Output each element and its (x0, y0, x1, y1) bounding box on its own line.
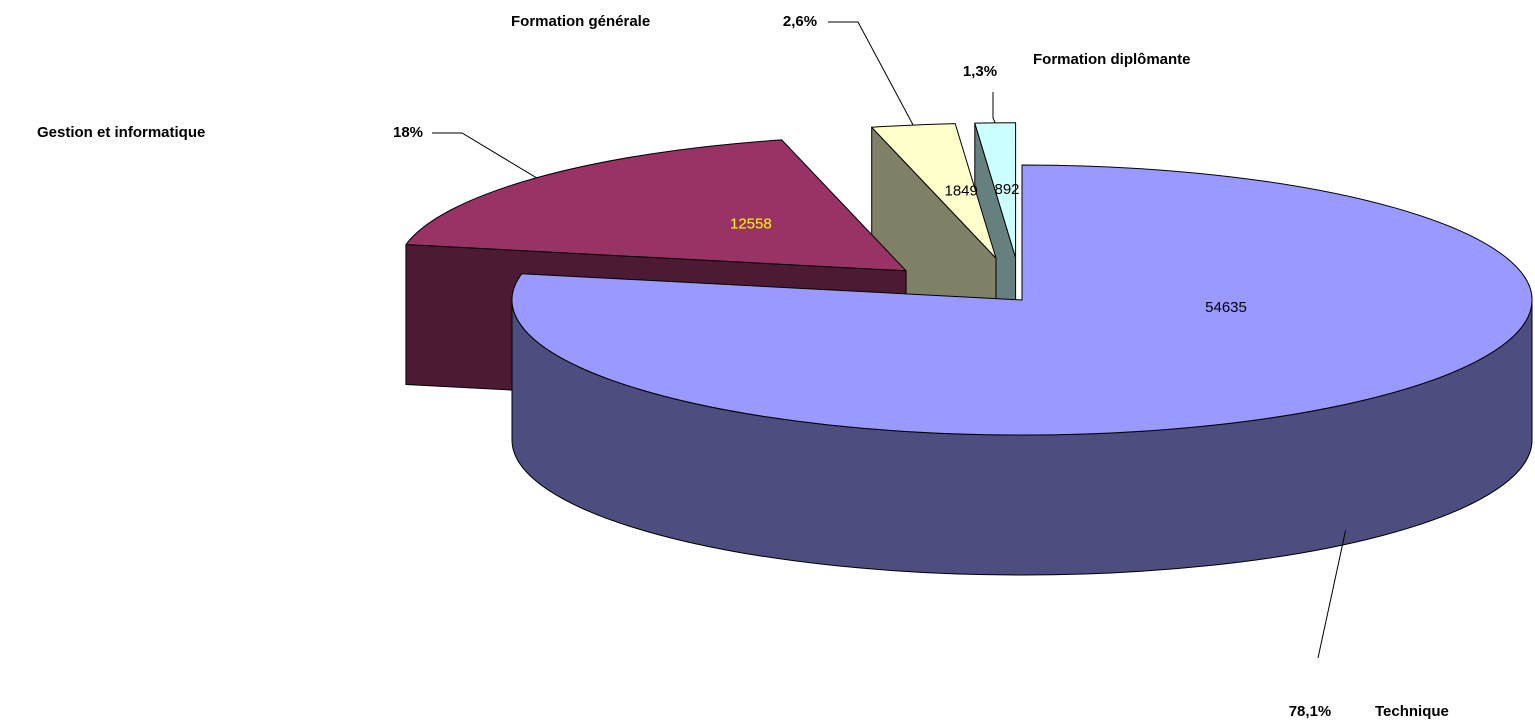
percent-label: 18% (393, 124, 423, 141)
slice (511, 164, 1533, 436)
value-label: 54635 (1205, 299, 1247, 316)
slice (871, 123, 997, 259)
category-label: Gestion et informatique (37, 124, 205, 141)
value-label: 12558 (730, 215, 772, 232)
category-label: Formation diplômante (1033, 51, 1191, 68)
leader-line (828, 21, 914, 126)
value-label: 1849 (945, 183, 978, 200)
percent-label: 78,1% (1289, 703, 1332, 720)
slice-group: 54635 (511, 164, 1533, 576)
slice (405, 139, 907, 272)
category-label: Technique (1375, 703, 1449, 720)
leader-line (432, 132, 537, 179)
category-label: Formation générale (511, 13, 650, 30)
leader-line (1317, 530, 1347, 659)
percent-label: 1,3% (963, 63, 997, 80)
percent-label: 2,6% (783, 13, 817, 30)
leader-line (992, 92, 996, 124)
value-label: 892 (994, 181, 1019, 198)
